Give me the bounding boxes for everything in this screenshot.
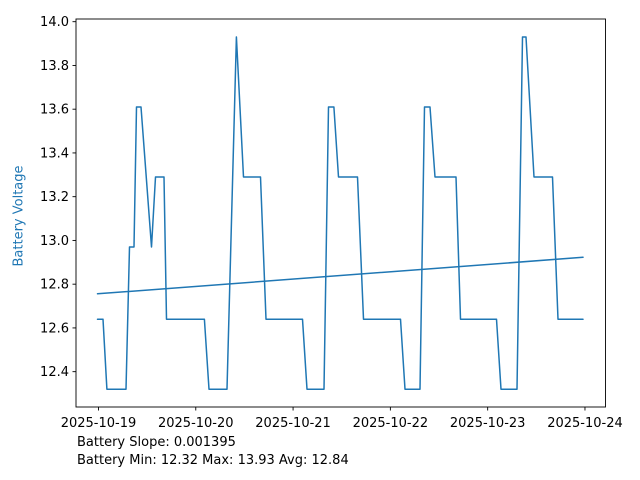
y-tick-label: 14.0 — [40, 15, 69, 30]
x-tick-label: 2025-10-24 — [547, 416, 623, 431]
y-tick-label: 12.8 — [40, 278, 69, 293]
trend-line — [96, 256, 584, 295]
y-tick-label: 12.4 — [40, 365, 69, 380]
x-tick-label: 2025-10-20 — [158, 416, 234, 431]
y-tick-label: 13.4 — [40, 146, 69, 161]
y-axis-title: Battery Voltage — [11, 165, 27, 267]
y-tick-label: 13.0 — [40, 234, 69, 249]
y-tick-label: 12.6 — [40, 321, 69, 336]
battery-voltage-line — [96, 36, 584, 390]
x-tick-label: 2025-10-19 — [61, 416, 137, 431]
footer-stats-text: Battery Min: 12.32 Max: 13.93 Avg: 12.84 — [77, 453, 349, 468]
x-tick-label: 2025-10-21 — [255, 416, 331, 431]
y-tick-label: 13.6 — [40, 103, 69, 118]
x-tick-label: 2025-10-22 — [353, 416, 429, 431]
x-tick-label: 2025-10-23 — [450, 416, 526, 431]
y-tick-label: 13.8 — [40, 59, 69, 74]
footer-slope-text: Battery Slope: 0.001395 — [77, 435, 236, 450]
y-tick-label: 13.2 — [40, 190, 69, 205]
plot-border — [75, 18, 606, 408]
